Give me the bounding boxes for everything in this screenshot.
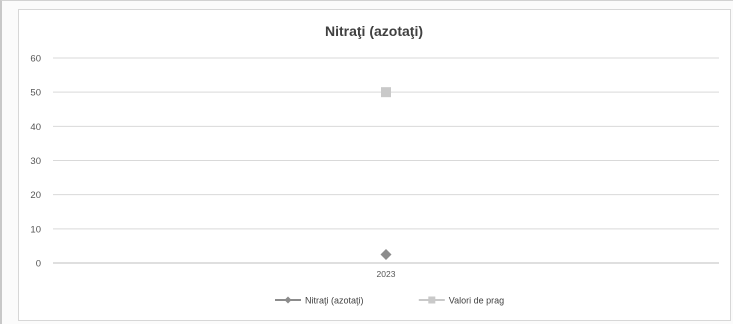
x-axis-ticks: 2023 (377, 269, 396, 279)
legend-nitrate-marker (284, 296, 292, 304)
legend-nitrate-label: Nitraţi (azotaţi) (305, 296, 364, 306)
y-tick-label: 0 (36, 259, 41, 270)
x-tick-label: 2023 (377, 269, 396, 279)
y-tick-label: 20 (30, 190, 41, 201)
y-tick-label: 40 (30, 122, 41, 133)
legend-threshold-marker (428, 296, 436, 304)
nitrate-point (380, 248, 392, 260)
chart-area: Nitraţi (azotaţi) 0 10 20 30 40 50 60 2023 Nit… (18, 9, 731, 321)
chart-title: Nitraţi (azotaţi) (325, 23, 423, 39)
y-tick-label: 30 (30, 156, 41, 167)
chart-svg: Nitraţi (azotaţi) 0 10 20 30 40 50 60 2023 Nit… (30, 23, 719, 306)
y-tick-label: 60 (30, 54, 41, 65)
data-marks (380, 87, 392, 260)
y-tick-label: 10 (30, 224, 41, 235)
y-axis-ticks: 0 10 20 30 40 50 60 (30, 54, 41, 270)
threshold-point (381, 87, 391, 98)
legend-threshold-label: Valori de prag (449, 296, 504, 306)
legend: Nitraţi (azotaţi) Valori de prag (275, 296, 504, 306)
y-tick-label: 50 (30, 88, 41, 99)
